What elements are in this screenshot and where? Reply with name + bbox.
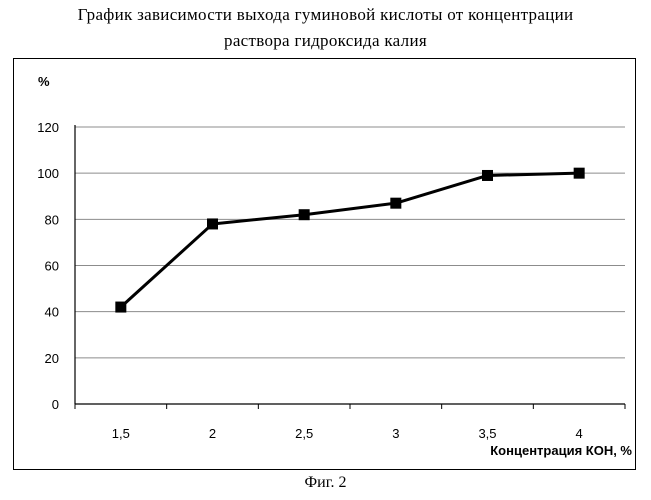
y-tick-label: 80 (45, 212, 59, 227)
y-tick-labels: 0 20 40 60 80 100 120 (37, 120, 59, 412)
data-point-marker (390, 198, 401, 209)
axes (75, 125, 625, 409)
data-point-marker (574, 168, 585, 179)
y-tick-label: 60 (45, 259, 59, 274)
x-tick-label: 2 (209, 426, 216, 441)
y-tick-label: 0 (52, 397, 59, 412)
series-markers (115, 168, 584, 313)
x-tick-label: 1,5 (112, 426, 130, 441)
gridlines (75, 127, 625, 358)
y-axis-label: % (38, 74, 50, 89)
x-axis-label: Концентрация КОН, % (490, 443, 632, 458)
x-tick-label: 2,5 (295, 426, 313, 441)
data-point-marker (115, 302, 126, 313)
x-tick-label: 3,5 (478, 426, 496, 441)
y-tick-label: 40 (45, 305, 59, 320)
figure-caption: Фиг. 2 (0, 474, 651, 492)
data-point-marker (207, 218, 218, 229)
series-polyline (121, 173, 579, 307)
x-tick-label: 3 (392, 426, 399, 441)
data-point-marker (482, 170, 493, 181)
y-tick-label: 100 (37, 166, 59, 181)
y-tick-label: 120 (37, 120, 59, 135)
x-tick-labels: 1,5 2 2,5 3 3,5 4 (112, 426, 583, 441)
data-point-marker (299, 209, 310, 220)
series-line (121, 173, 579, 307)
y-tick-label: 20 (45, 351, 59, 366)
x-tick-label: 4 (576, 426, 583, 441)
